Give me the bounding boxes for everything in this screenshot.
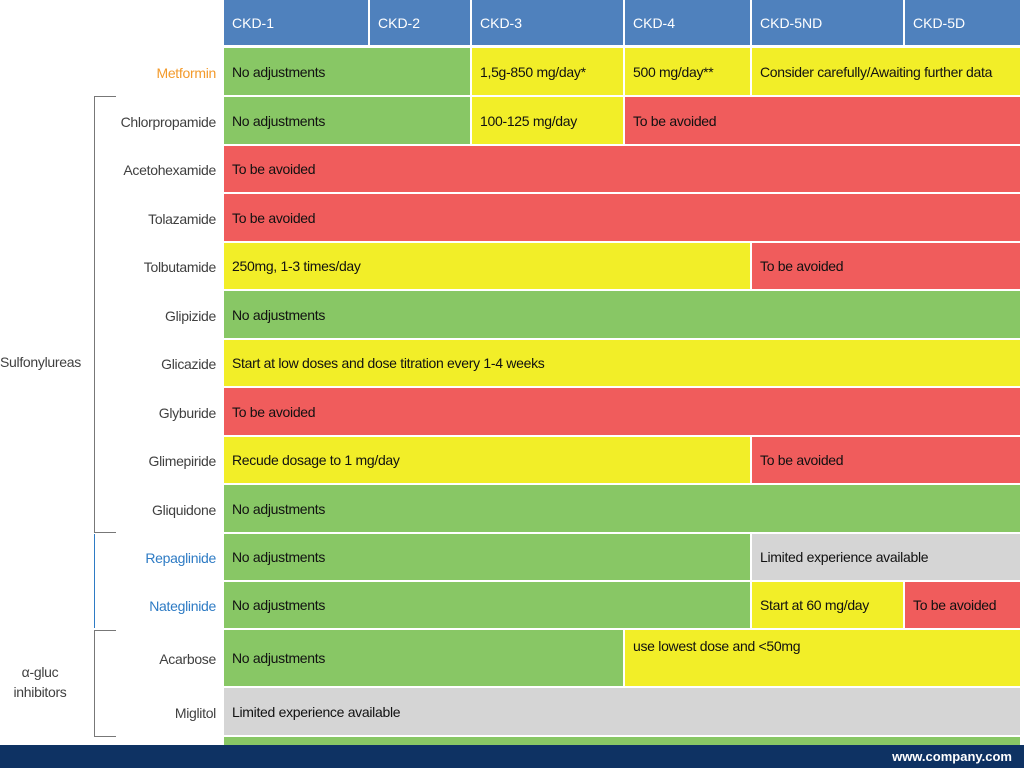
table-cell-acarbose-1: use lowest dose and <50mg: [625, 630, 1022, 688]
table-cell-nateglinide-0: No adjustments: [224, 582, 752, 630]
row-label-acarbose: Acarbose: [159, 651, 216, 667]
table-cell-acarbose-0: No adjustments: [224, 630, 625, 688]
table-cell-chlorpropamide-1: 100-125 mg/day: [472, 97, 625, 146]
table-cell-metformin-3: Consider carefully/Awaiting further data: [752, 48, 1022, 97]
table-cell-glyburide-0: To be avoided: [224, 388, 1022, 437]
row-label-miglitol: Miglitol: [174, 704, 216, 721]
table-cell-miglitol-0: Limited experience available: [224, 688, 1022, 737]
column-header-ckd-4: CKD-4: [625, 0, 752, 45]
table-cell-glipizide-0: No adjustments: [224, 291, 1022, 340]
column-header-ckd-2: CKD-2: [370, 0, 472, 45]
column-header-ckd-1: CKD-1: [224, 0, 370, 45]
alpha-gluc-bracket-top: [94, 630, 116, 631]
row-label-acetohexamide: Acetohexamide: [123, 162, 216, 178]
table-cell-chlorpropamide-0: No adjustments: [224, 97, 472, 146]
table-cell-nateglinide-2: To be avoided: [905, 582, 1022, 630]
column-header-ckd-3: CKD-3: [472, 0, 625, 45]
meglitinides-bracket: [94, 534, 95, 628]
row-label-glipizide: Glipizide: [165, 307, 216, 324]
partial-row-cell: [224, 737, 1022, 745]
table-cell-nateglinide-1: Start at 60 mg/day: [752, 582, 905, 630]
alpha-gluc-bracket-bottom: [94, 736, 116, 737]
sulfonylureas-bracket-bottom: [94, 532, 116, 533]
table-cell-repaglinide-1: Limited experience available: [752, 534, 1022, 582]
footer-bar: www.company.com: [0, 745, 1024, 768]
group-label-sulfonylureas: Sulfonylureas: [0, 354, 81, 370]
column-header-ckd-5d: CKD-5D: [905, 0, 1022, 45]
footer-url[interactable]: www.company.com: [892, 749, 1012, 764]
sulfonylureas-bracket-top: [94, 96, 116, 97]
table-cell-repaglinide-0: No adjustments: [224, 534, 752, 582]
table-cell-metformin-2: 500 mg/day**: [625, 48, 752, 97]
row-label-nateglinide: Nateglinide: [149, 598, 216, 614]
row-label-glyburide: Glyburide: [158, 404, 217, 421]
row-label-glicazide: Glicazide: [161, 356, 216, 372]
column-header-ckd-5nd: CKD-5ND: [752, 0, 905, 45]
table-cell-glicazide-0: Start at low doses and dose titration ev…: [224, 340, 1022, 388]
group-label-alpha-gluc-line2: inhibitors: [13, 684, 67, 700]
sulfonylureas-bracket: [94, 96, 95, 532]
table-cell-tolazamide-0: To be avoided: [224, 194, 1022, 243]
table-cell-gliquidone-0: No adjustments: [224, 485, 1022, 534]
table-cell-metformin-1: 1,5g-850 mg/day*: [472, 48, 625, 97]
table-cell-tolbutamide-1: To be avoided: [752, 243, 1022, 291]
table-cell-chlorpropamide-2: To be avoided: [625, 97, 1022, 146]
row-label-tolazamide: Tolazamide: [148, 210, 216, 227]
row-label-glimepiride: Glimepiride: [148, 453, 217, 469]
row-label-metformin: Metformin: [156, 64, 216, 81]
table-cell-tolbutamide-0: 250mg, 1-3 times/day: [224, 243, 752, 291]
table-cell-acetohexamide-0: To be avoided: [224, 146, 1022, 194]
row-label-chlorpropamide: Chlorpropamide: [120, 113, 217, 130]
table-cell-glimepiride-1: To be avoided: [752, 437, 1022, 485]
row-label-repaglinide: Repaglinide: [145, 550, 216, 566]
row-label-gliquidone: Gliquidone: [152, 501, 216, 518]
table-cell-metformin-0: No adjustments: [224, 48, 472, 97]
alpha-gluc-bracket: [94, 630, 95, 736]
table-cell-glimepiride-0: Recude dosage to 1 mg/day: [224, 437, 752, 485]
row-label-tolbutamide: Tolbutamide: [143, 259, 217, 275]
group-label-alpha-gluc-line1: α-gluc: [21, 664, 59, 680]
group-label-alpha-gluc: α-gluc inhibitors: [0, 662, 80, 702]
